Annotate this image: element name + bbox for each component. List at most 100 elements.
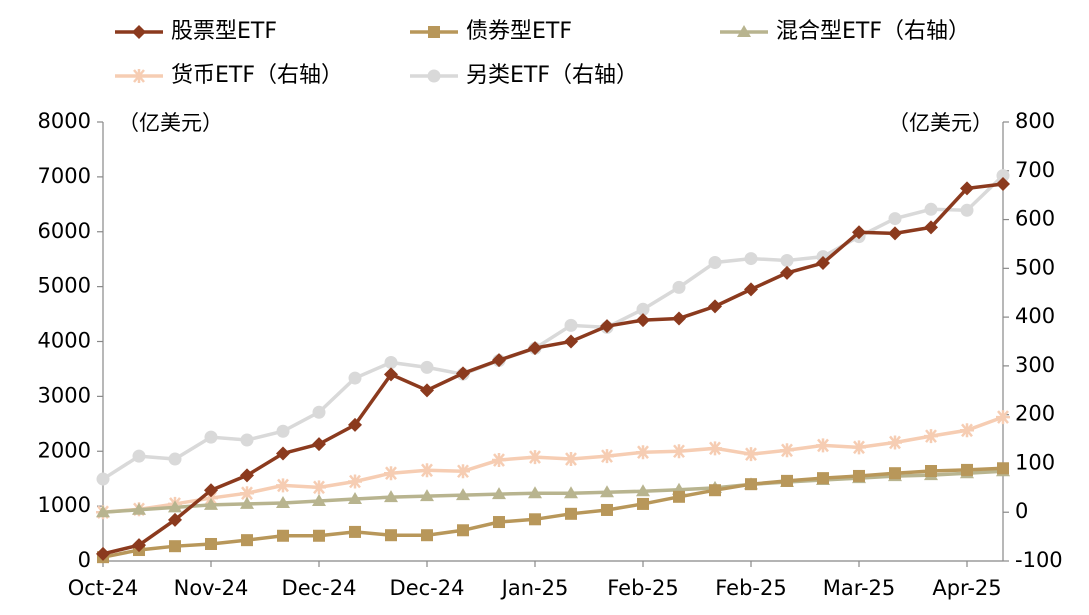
y2-axis-label: （亿美元） — [888, 111, 993, 135]
data-point — [781, 474, 793, 487]
data-point — [565, 507, 577, 520]
data-point — [240, 496, 254, 509]
legend-marker — [132, 25, 146, 39]
y2-tick-label: 300 — [1015, 353, 1055, 377]
data-point — [492, 453, 506, 468]
data-point — [96, 505, 110, 518]
data-point — [637, 497, 649, 510]
data-point — [708, 441, 722, 456]
data-point — [456, 366, 470, 381]
data-point — [96, 546, 110, 561]
data-point — [384, 466, 398, 481]
x-tick-label: Nov-24 — [174, 576, 249, 600]
data-point — [853, 469, 865, 482]
data-point — [528, 486, 542, 499]
y-tick-label: 7000 — [38, 164, 91, 188]
data-point — [996, 177, 1010, 192]
data-point — [132, 502, 146, 515]
data-point — [636, 302, 650, 316]
data-point — [997, 462, 1009, 475]
x-tick-label: Jan-25 — [500, 576, 569, 600]
data-point — [204, 430, 218, 444]
data-point — [385, 529, 397, 542]
data-point — [600, 319, 614, 334]
data-point — [708, 299, 722, 314]
data-point — [673, 490, 685, 503]
data-point — [312, 494, 326, 507]
data-point — [816, 256, 830, 271]
data-point — [564, 318, 578, 332]
data-point — [384, 490, 398, 503]
data-point — [564, 452, 578, 467]
data-point — [277, 529, 289, 542]
x-tick-label: Feb-25 — [715, 576, 786, 600]
x-tick-label: Feb-25 — [607, 576, 678, 600]
legend-label: 货币ETF（右轴） — [171, 63, 343, 88]
data-point — [420, 360, 434, 374]
y-tick-label: 1000 — [38, 493, 91, 517]
data-point — [456, 464, 470, 479]
data-point — [529, 513, 541, 526]
data-point — [600, 449, 614, 464]
data-point — [852, 440, 866, 455]
x-tick-label: Dec-24 — [282, 576, 357, 600]
data-point — [348, 417, 362, 432]
data-point — [636, 313, 650, 328]
data-point — [313, 529, 325, 542]
x-tick-label: Apr-25 — [932, 576, 1001, 600]
series-line — [102, 182, 1004, 556]
y-tick-label: 5000 — [38, 274, 91, 298]
series-line — [102, 415, 1004, 514]
data-point — [312, 405, 326, 419]
data-point — [817, 472, 829, 485]
data-point — [744, 252, 758, 266]
data-point — [492, 487, 506, 500]
data-point — [889, 467, 901, 480]
data-point — [996, 410, 1010, 425]
data-point — [240, 486, 254, 501]
data-point — [528, 450, 542, 465]
data-point — [420, 489, 434, 502]
data-point — [564, 486, 578, 499]
data-point — [384, 355, 398, 369]
data-point — [312, 437, 326, 452]
data-point — [168, 512, 182, 527]
series-line — [102, 174, 1005, 481]
data-point — [780, 443, 794, 458]
data-point — [924, 202, 938, 216]
data-point — [636, 445, 650, 460]
data-point — [600, 485, 614, 498]
legend-marker — [427, 69, 441, 83]
data-point — [528, 341, 542, 356]
data-point — [888, 435, 902, 450]
y2-tick-label: 0 — [1015, 499, 1028, 523]
y-tick-label: 4000 — [38, 329, 91, 353]
data-point — [240, 468, 254, 483]
data-point — [960, 203, 974, 217]
data-point — [457, 524, 469, 537]
data-point — [96, 472, 110, 486]
data-point — [745, 478, 757, 491]
legend-marker — [737, 25, 751, 37]
data-point — [601, 503, 613, 516]
data-point — [132, 449, 146, 463]
data-point — [780, 254, 794, 268]
y-axis-label: （亿美元） — [118, 111, 223, 135]
x-tick-label: Oct-24 — [68, 576, 139, 600]
x-tick-label: Mar-25 — [823, 576, 896, 600]
y-tick-label: 2000 — [38, 438, 91, 462]
data-point — [744, 282, 758, 297]
data-point — [996, 169, 1010, 183]
series-line — [102, 466, 1004, 559]
data-point — [349, 525, 361, 538]
data-point — [708, 255, 722, 269]
data-point — [924, 220, 938, 235]
data-point — [780, 265, 794, 280]
data-point — [852, 225, 866, 240]
y2-tick-label: 800 — [1015, 109, 1055, 133]
data-point — [672, 444, 686, 459]
data-point — [276, 424, 290, 438]
data-point — [493, 516, 505, 529]
data-point — [816, 438, 830, 453]
y-tick-label: 8000 — [38, 109, 91, 133]
